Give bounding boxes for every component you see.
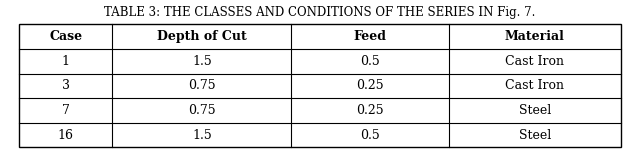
Text: Case: Case — [49, 30, 83, 43]
Text: 0.25: 0.25 — [356, 104, 384, 117]
Text: Cast Iron: Cast Iron — [506, 55, 564, 68]
Text: TABLE 3: THE CLASSES AND CONDITIONS OF THE SERIES IN Fig. 7.: TABLE 3: THE CLASSES AND CONDITIONS OF T… — [104, 6, 536, 19]
Text: Material: Material — [505, 30, 564, 43]
Text: Steel: Steel — [519, 129, 551, 142]
Text: 1.5: 1.5 — [192, 55, 212, 68]
Text: Feed: Feed — [354, 30, 387, 43]
Text: 16: 16 — [58, 129, 74, 142]
Text: Steel: Steel — [519, 104, 551, 117]
Text: 0.25: 0.25 — [356, 79, 384, 92]
Text: 0.75: 0.75 — [188, 79, 216, 92]
Bar — [19, 24, 621, 147]
Text: Depth of Cut: Depth of Cut — [157, 30, 246, 43]
Text: Cast Iron: Cast Iron — [506, 79, 564, 92]
Text: 3: 3 — [61, 79, 70, 92]
Text: 0.5: 0.5 — [360, 55, 380, 68]
Text: 1: 1 — [61, 55, 70, 68]
Text: 0.5: 0.5 — [360, 129, 380, 142]
Text: 1.5: 1.5 — [192, 129, 212, 142]
Text: 0.75: 0.75 — [188, 104, 216, 117]
Text: 7: 7 — [62, 104, 70, 117]
